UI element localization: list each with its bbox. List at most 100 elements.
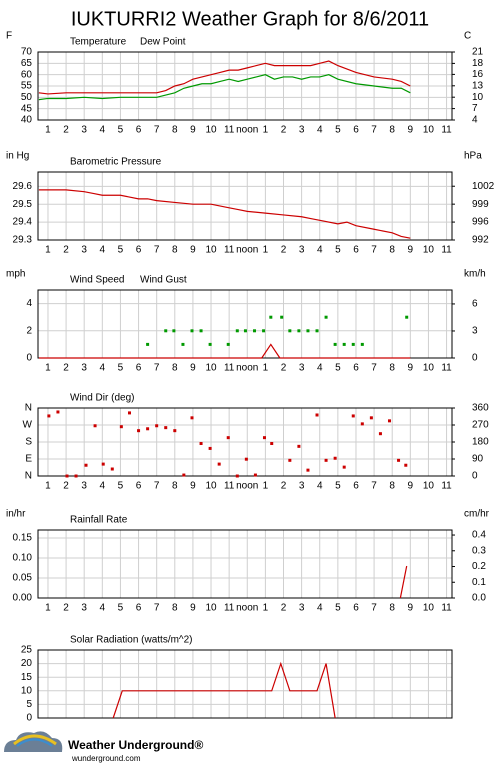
x-tick-label: 11 [441,125,452,136]
x-tick-label: 1 [263,603,269,614]
point [190,416,194,420]
x-tick-label: 3 [81,125,87,136]
point [269,315,273,319]
x-tick-label: 4 [100,363,106,374]
x-tick-label: noon [236,363,258,374]
point [404,463,408,467]
x-tick-label: 9 [190,125,196,136]
y2-tick-label: 996 [472,217,489,228]
y-tick-label: 15 [21,672,33,683]
x-tick-label: 5 [118,603,124,614]
x-tick-label: 7 [371,603,377,614]
point [181,342,185,346]
x-tick-label: 1 [263,481,269,492]
y2-axis-label: cm/hr [464,509,490,520]
point [65,474,69,478]
point [315,329,319,333]
x-tick-label: 1 [45,245,51,256]
panel: 1 2 3 4 5 6 7 8 9 10 11 noon 1 2 3 4 5 6 7 8 9 10 1129.329.429… [6,151,495,256]
x-tick-label: 2 [63,125,69,136]
x-tick-label: 8 [389,363,395,374]
point [369,416,373,420]
point [315,413,319,417]
y2-tick-label: 180 [472,437,489,448]
x-tick-label: 10 [423,125,435,136]
point [155,424,159,428]
x-tick-label: noon [236,481,258,492]
x-tick-label: 11 [224,125,235,136]
x-tick-label: 2 [281,363,287,374]
x-tick-label: 6 [136,245,142,256]
panel: 1 2 3 4 5 6 7 8 9 10 11 noon 1 2 3 4 5 6 7 8 9 10 110.000.050.… [6,509,490,614]
point [101,462,105,466]
y2-tick-label: 0.3 [472,545,486,556]
point [208,342,212,346]
x-tick-label: 10 [205,363,217,374]
x-tick-label: 7 [371,363,377,374]
y-axis-label: in Hg [6,151,29,162]
x-tick-label: 9 [190,363,196,374]
logo-rainbow [16,738,53,747]
y-tick-label: E [25,454,32,465]
y-tick-label: 0 [26,713,32,724]
point [164,426,168,430]
y2-tick-label: 360 [472,403,489,414]
legend-entry: Barometric Pressure [70,157,162,168]
y2-tick-label: 13 [472,80,484,91]
x-tick-label: 4 [100,481,106,492]
x-tick-label: 10 [423,245,435,256]
point [244,457,248,461]
page-title: IUKTURRI2 Weather Graph for 8/6/2011 [71,8,429,30]
point [243,329,247,333]
y-axis-label: F [6,31,12,42]
point [119,425,123,429]
x-tick-label: 1 [263,245,269,256]
point [146,342,150,346]
point [306,468,310,472]
y2-tick-label: 3 [472,326,478,337]
point [253,473,257,477]
x-tick-label: 7 [371,125,377,136]
x-tick-label: 10 [205,603,217,614]
x-tick-label: 3 [299,245,305,256]
x-tick-label: 8 [172,481,178,492]
y-tick-label: 29.4 [13,217,33,228]
logo-rainbow [13,734,57,746]
x-tick-label: noon [236,603,258,614]
point [172,329,176,333]
point [235,474,239,478]
x-tick-label: 10 [423,481,435,492]
y-tick-label: 20 [21,658,33,669]
point [56,410,60,414]
point [190,329,194,333]
x-tick-label: 1 [263,363,269,374]
x-tick-label: 3 [81,245,87,256]
x-tick-label: 2 [281,245,287,256]
x-tick-label: 1 [263,125,269,136]
point [280,315,284,319]
x-tick-label: 5 [335,245,341,256]
x-tick-label: 2 [63,603,69,614]
point [351,342,355,346]
point [405,315,409,319]
y-tick-label: 25 [21,645,33,656]
x-tick-label: 10 [205,125,217,136]
x-tick-label: noon [236,125,258,136]
x-tick-label: 5 [118,481,124,492]
y2-tick-label: 16 [472,69,484,80]
panel: 1 2 3 4 5 6 7 8 9 10 11 noon 1 2 3 4 5 6 7 8 9 10 11NESWN09018… [23,393,490,492]
x-tick-label: 3 [299,125,305,136]
x-tick-label: 5 [118,363,124,374]
point [288,458,292,462]
y2-tick-label: 4 [472,115,478,126]
x-tick-label: 6 [136,603,142,614]
point [84,463,88,467]
x-tick-label: 7 [154,481,160,492]
x-tick-label: 7 [154,603,160,614]
x-tick-label: 8 [389,125,395,136]
point [360,342,364,346]
x-tick-label: 9 [408,481,414,492]
x-tick-label: 11 [224,481,235,492]
y2-tick-label: 7 [472,103,478,114]
y2-tick-label: 270 [472,420,489,431]
